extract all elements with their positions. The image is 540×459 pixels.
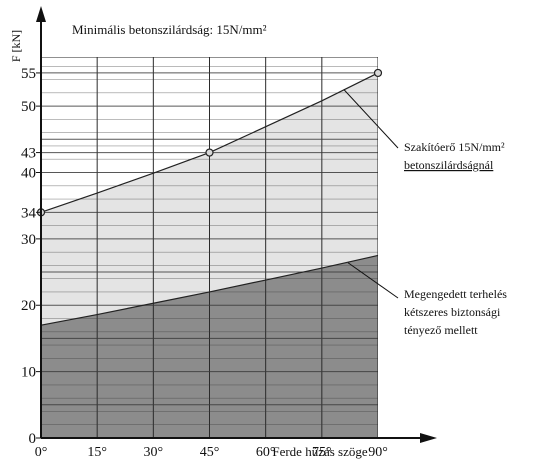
x-axis-arrow bbox=[420, 433, 437, 443]
break-annotation-line2: betonszilárdságnál bbox=[404, 158, 494, 172]
x-tick-label: 75° bbox=[312, 445, 332, 459]
break-annotation-line1: Szakítóerő 15N/mm² bbox=[404, 140, 505, 154]
x-axis-title: Ferde húzás szöge bbox=[272, 444, 368, 459]
y-tick-label: 55 bbox=[21, 66, 36, 82]
break-point bbox=[373, 68, 383, 78]
x-tick-label: 30° bbox=[144, 445, 164, 459]
y-tick-label: 40 bbox=[21, 165, 36, 181]
allowed-annotation-leader bbox=[347, 262, 399, 299]
x-tick-label: 60° bbox=[256, 445, 276, 459]
break-point bbox=[205, 148, 214, 157]
y-axis-title: F [kN] bbox=[9, 30, 23, 62]
allowed-line bbox=[40, 254, 379, 326]
label-layer: 0 10 20 30 34 40 43 50 55 0° 15° 30° 45° 60° 75° 90° F [… bbox=[9, 22, 507, 459]
x-tick-label: 0° bbox=[35, 445, 48, 459]
x-tick-label: 15° bbox=[87, 445, 107, 459]
break-annotation-leader bbox=[343, 89, 399, 149]
x-tick-label: 45° bbox=[200, 445, 220, 459]
y-tick-label: 0 bbox=[29, 431, 37, 447]
grid-layer bbox=[41, 57, 378, 439]
allowed-annotation-line3: tényező mellett bbox=[404, 323, 478, 337]
allowed-annotation-line2: kétszeres biztonsági bbox=[404, 305, 501, 319]
y-axis-arrow bbox=[36, 6, 46, 22]
y-tick-label: 43 bbox=[21, 146, 36, 162]
chart-title: Minimális betonszilárdság: 15N/mm² bbox=[72, 22, 267, 37]
axis-layer bbox=[36, 6, 437, 443]
y-tick-label: 30 bbox=[21, 232, 36, 248]
y-tick-label: 34 bbox=[21, 205, 37, 221]
allowed-annotation-line1: Megengedett terhelés bbox=[404, 287, 507, 301]
x-tick-label: 90° bbox=[368, 445, 388, 459]
y-tick-label: 50 bbox=[21, 99, 36, 115]
y-tick-label: 20 bbox=[21, 298, 36, 314]
y-tick-label: 10 bbox=[21, 365, 36, 381]
